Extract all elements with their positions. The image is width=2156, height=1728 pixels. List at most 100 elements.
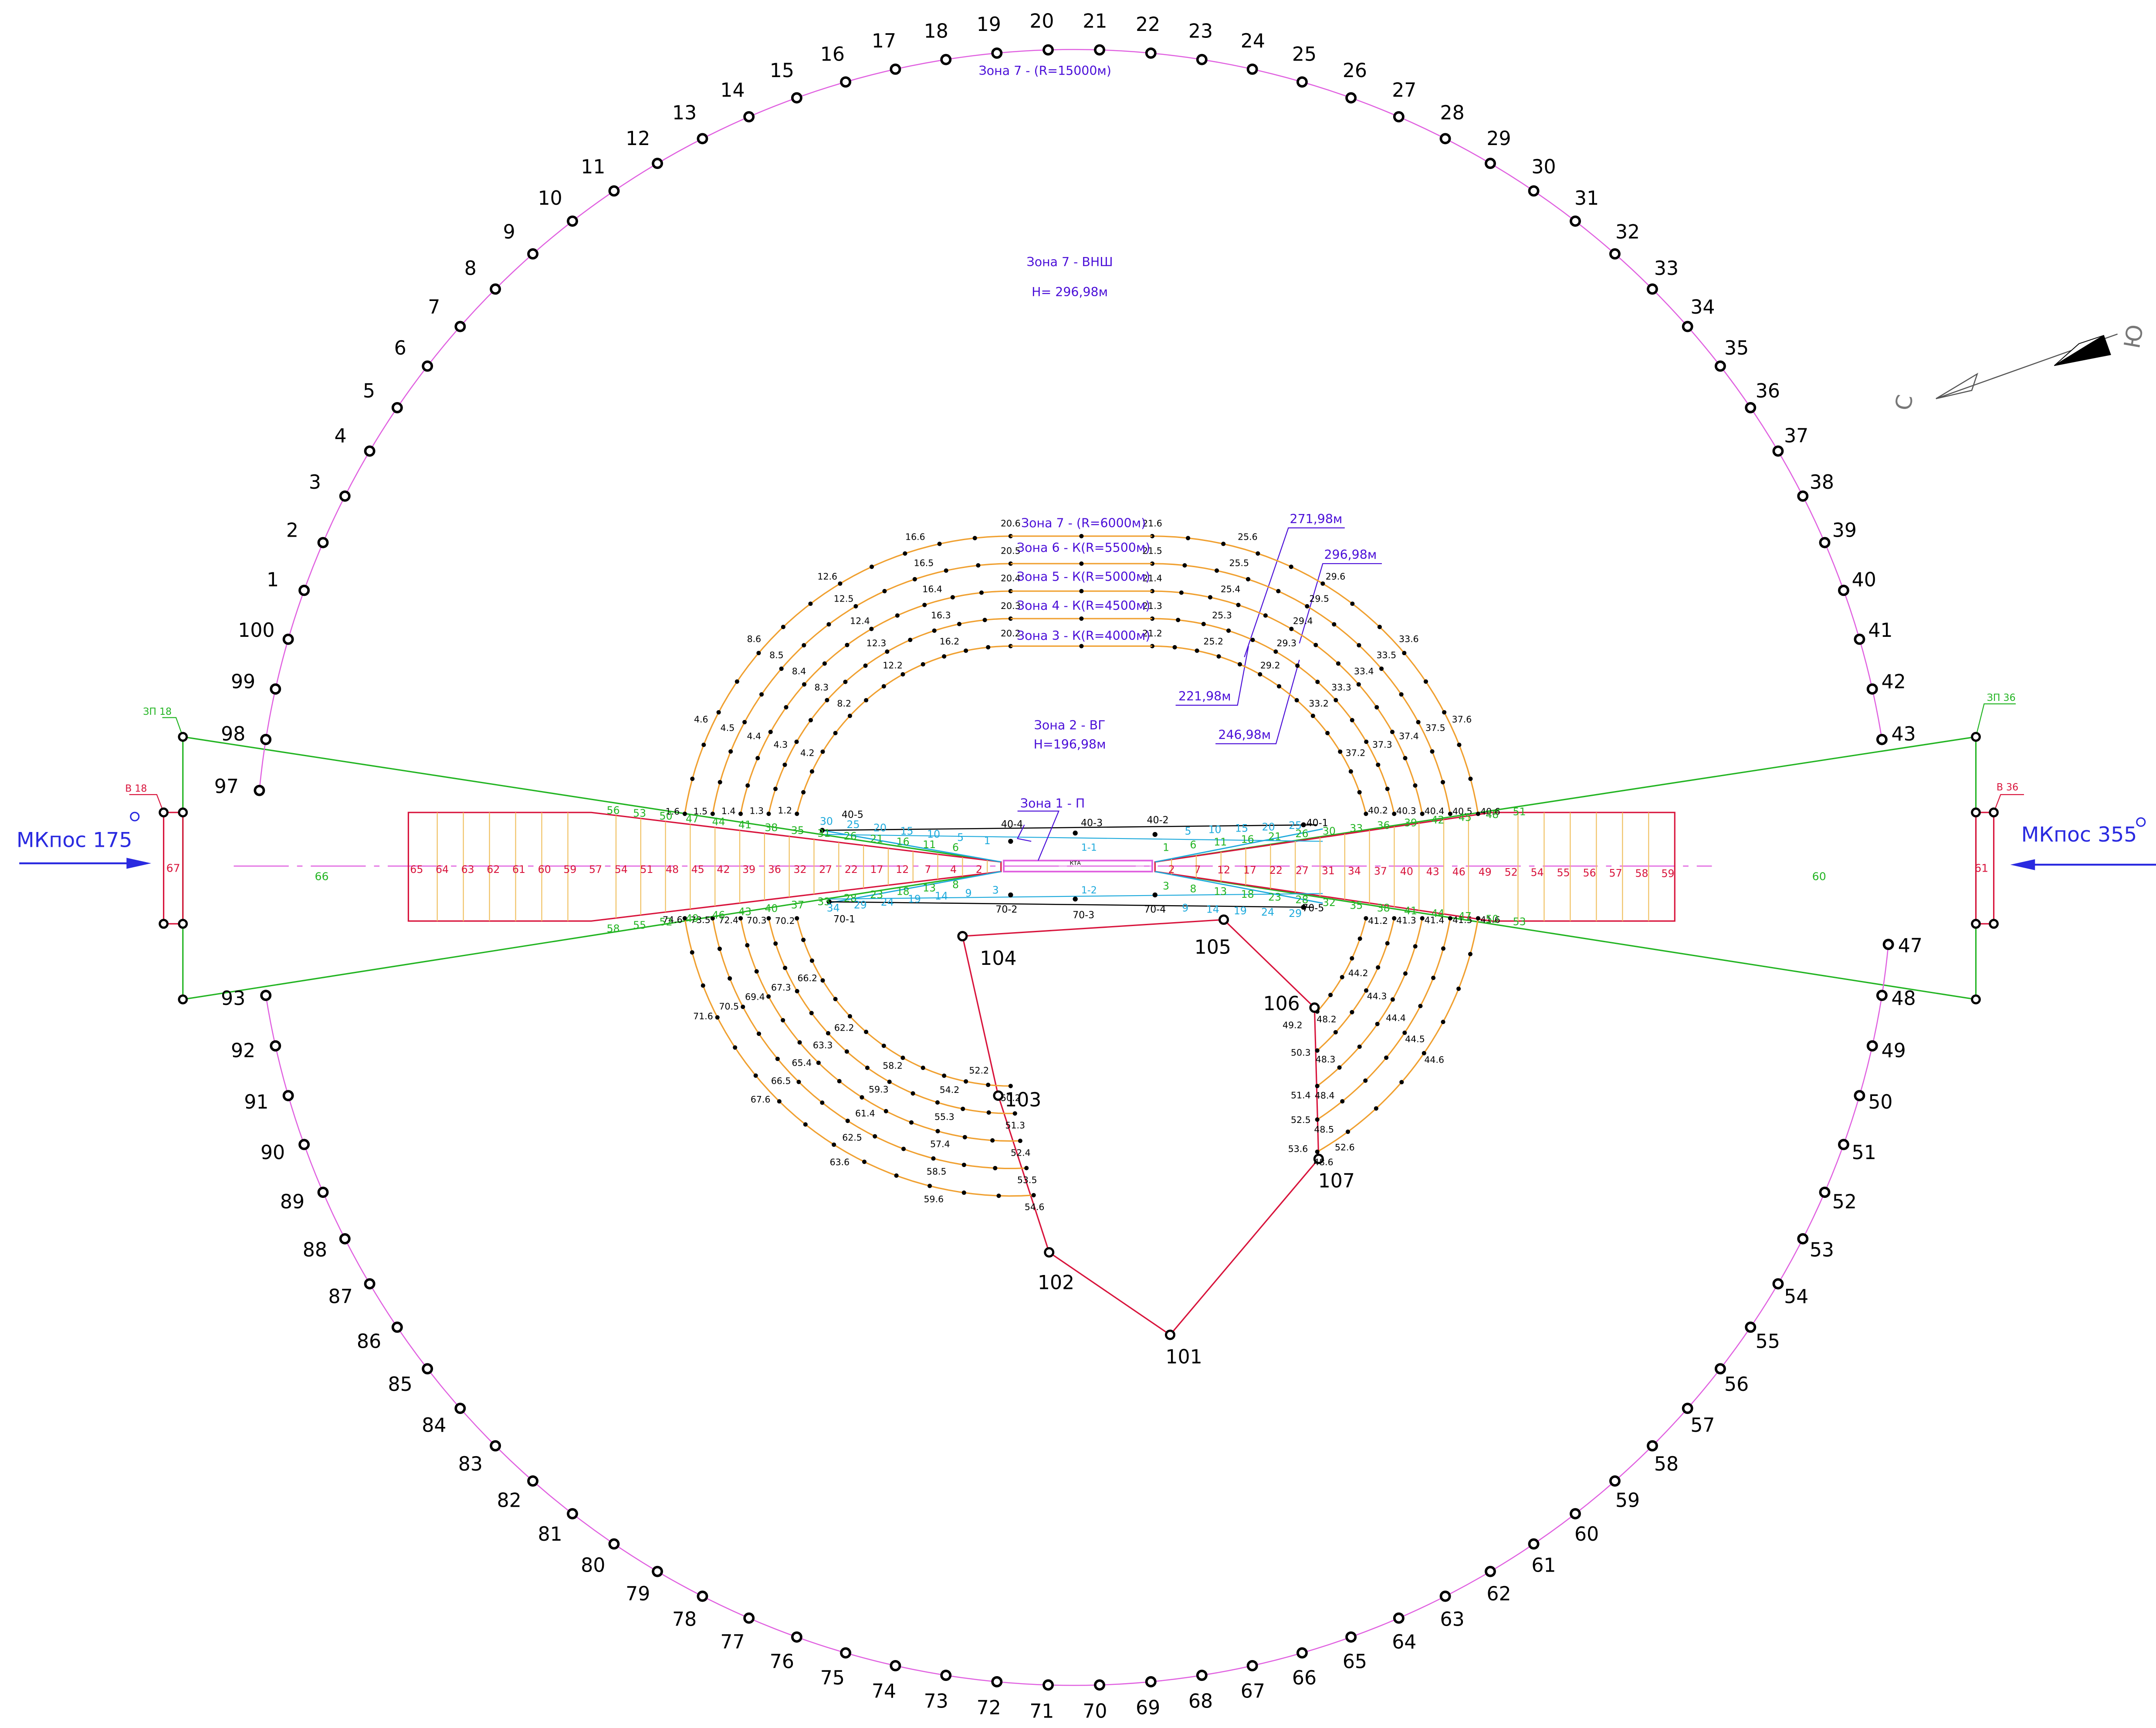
strip-number: 47 [686, 813, 699, 825]
strip-number: 24 [1261, 906, 1274, 918]
ring-point [794, 739, 799, 744]
strip-number: 8 [952, 879, 959, 891]
ring-point [1357, 643, 1361, 648]
strip-number: 31 [1322, 865, 1335, 877]
compass-needle [2054, 335, 2104, 366]
ring-point-label: 52.4 [1011, 1147, 1031, 1158]
ring-point-label: 52.2 [969, 1065, 989, 1075]
strip-number: 40 [1400, 866, 1413, 878]
strip-number: 46 [712, 909, 725, 921]
ring-point [822, 661, 827, 666]
outer-point [1819, 1187, 1831, 1198]
outer-point [1145, 47, 1157, 59]
zone-ring [796, 918, 1011, 1087]
ring-point [1336, 661, 1340, 666]
ring-point-label: 37.2 [1346, 748, 1366, 758]
outer-point-label: 75 [820, 1667, 845, 1689]
ring-point [986, 1082, 991, 1087]
ring-point [1315, 1048, 1320, 1053]
ring-point [1392, 812, 1397, 816]
strip-number: 43 [738, 906, 751, 918]
boundary-point [1164, 1329, 1175, 1340]
ring-point [885, 649, 890, 654]
strip-number: 35 [791, 824, 804, 836]
ring-point [1350, 601, 1355, 606]
ring-point [754, 969, 759, 974]
ring-point [803, 1122, 808, 1127]
leader [1016, 825, 1032, 842]
strip-number: 49 [686, 913, 699, 925]
runway-point-label: 70-3 [1073, 910, 1094, 921]
ring-point-label: 21.4 [1142, 573, 1162, 584]
ring-point [1315, 1117, 1320, 1122]
outer-point-label: 83 [458, 1453, 483, 1475]
outer-point [1042, 1679, 1054, 1691]
ring-point-label: 41.2 [1368, 916, 1388, 926]
ring-point [1357, 1044, 1362, 1049]
end-point [1971, 919, 1981, 929]
outer-point [652, 158, 663, 169]
ring-point [755, 756, 760, 761]
strip-number: 59 [563, 863, 576, 876]
outer-point [1797, 490, 1809, 502]
outer-point [697, 1590, 708, 1602]
strip-number: 49 [1479, 866, 1492, 878]
end-point [159, 919, 169, 929]
ring-point [1423, 679, 1428, 684]
ring-point [1390, 997, 1395, 1002]
outer-point-label: 7 [428, 296, 440, 318]
ring-point [990, 1138, 995, 1143]
ring-point-label: 50.3 [1291, 1047, 1311, 1058]
ring-point [1402, 1030, 1407, 1035]
outer-point-label: 32 [1615, 221, 1640, 243]
strip-number: 55 [633, 919, 646, 931]
ring-point [1350, 956, 1354, 961]
outer-point [890, 1660, 901, 1671]
strip-number: 13 [1214, 886, 1227, 898]
outer-point [791, 1631, 802, 1643]
ring-point-label: 1.4 [721, 806, 736, 816]
end-label: 61 [1974, 862, 1988, 875]
ring-point [820, 749, 825, 754]
strip-number: 3 [992, 884, 999, 896]
compass-label: Ю [2119, 323, 2149, 351]
strip-number: 15 [900, 825, 913, 837]
ring-point [1150, 588, 1154, 594]
ring-point-label: 70.3 [747, 915, 767, 926]
ring-point [986, 1110, 991, 1115]
outer-point [298, 585, 310, 596]
ring-point [883, 1109, 888, 1113]
outer-point [364, 445, 376, 457]
end-label: ЗП 18 [143, 706, 172, 717]
ring-point [900, 1055, 905, 1060]
boundary-point [1218, 914, 1229, 925]
strip-number: 9 [965, 887, 972, 899]
ring-point [961, 1190, 966, 1195]
strip-number: 63 [461, 863, 474, 876]
ring-point [957, 622, 962, 626]
ring-point [781, 1018, 785, 1023]
strip-number: 18 [897, 885, 910, 897]
strip-number: 50 [1486, 913, 1499, 925]
ring-point [796, 1079, 801, 1084]
strip-number: 39 [742, 863, 755, 876]
ring-point [1350, 718, 1354, 723]
ring-point [1263, 613, 1268, 618]
outer-point-label: 64 [1392, 1631, 1416, 1654]
outer-point-label: 42 [1882, 671, 1906, 693]
ring-point [795, 989, 799, 994]
boundary-point [957, 931, 968, 942]
strip-number: 62 [487, 863, 500, 876]
outer-point [1196, 54, 1208, 65]
strip-number: 12 [1217, 864, 1230, 876]
ring-point [901, 1146, 906, 1151]
strip-number: 25 [1289, 819, 1302, 832]
ring-point [1376, 965, 1381, 970]
ring-point [1441, 1020, 1445, 1025]
ring-point-label: 33.4 [1354, 666, 1374, 676]
strip-number: 29 [854, 899, 867, 911]
outer-point [490, 283, 501, 295]
strip-number: 28 [1295, 894, 1308, 906]
ring-point-label: 16.4 [922, 584, 942, 595]
runway-point-label: 70-4 [1144, 904, 1166, 915]
